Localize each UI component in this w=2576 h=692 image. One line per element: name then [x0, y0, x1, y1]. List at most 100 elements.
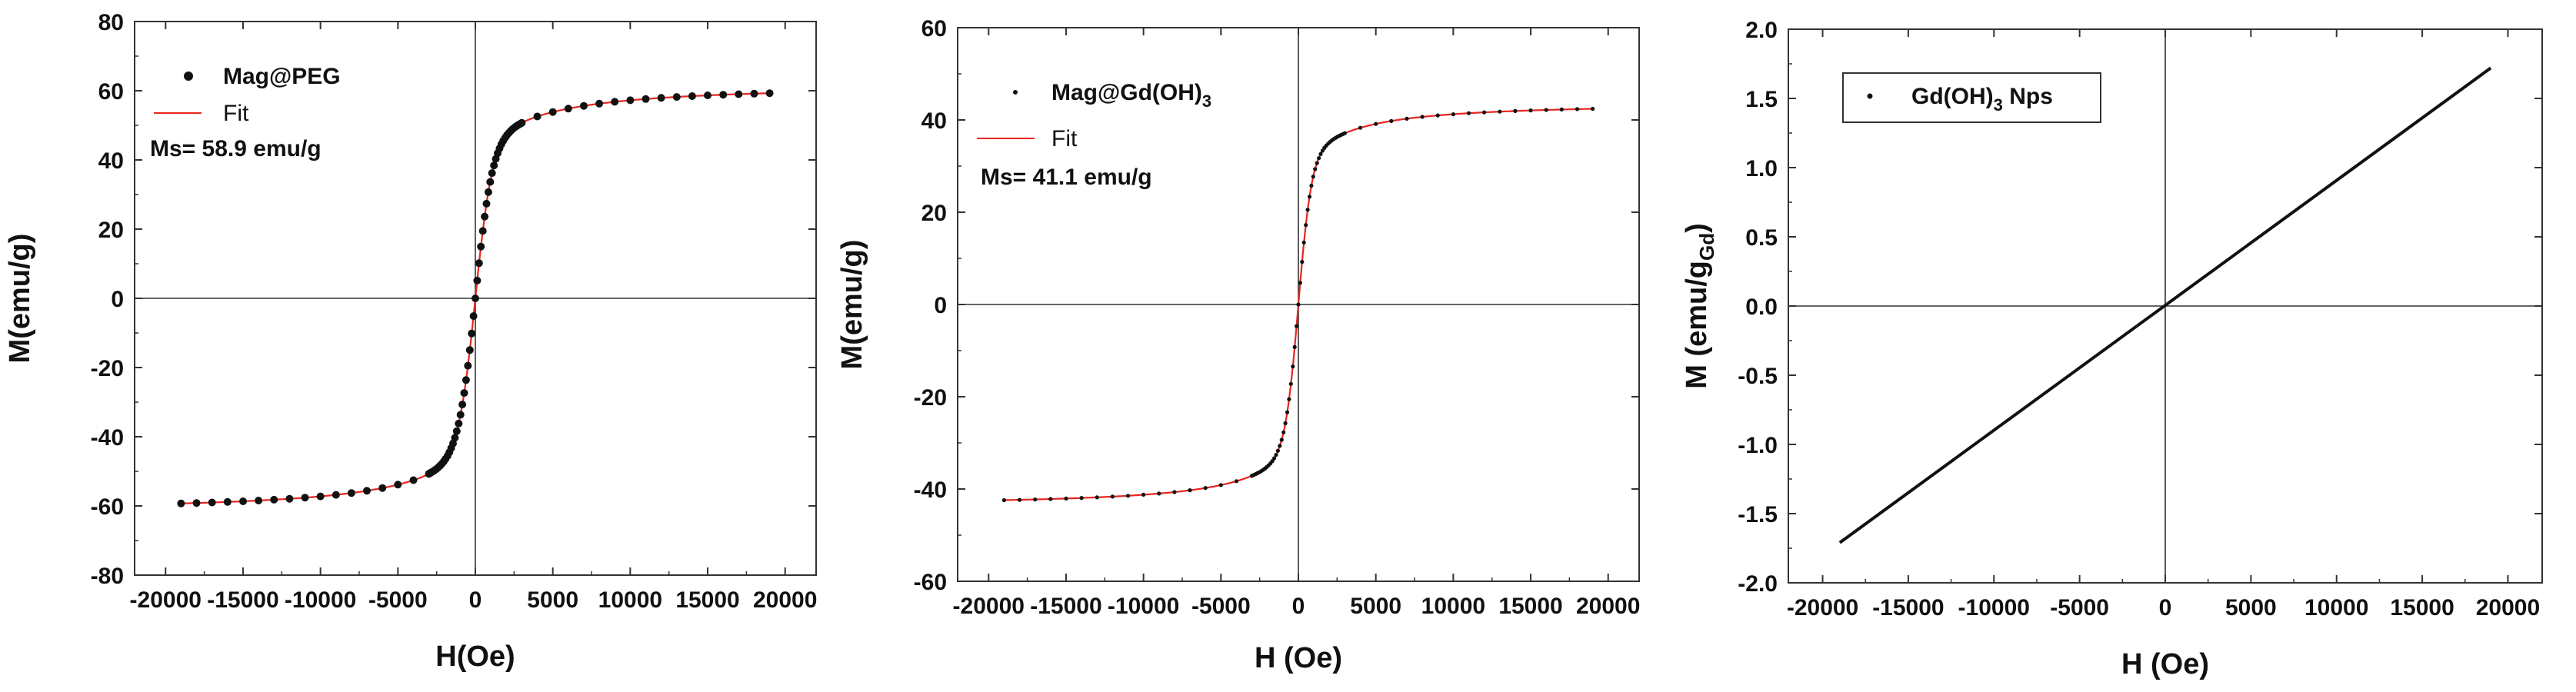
data-point — [533, 112, 542, 121]
data-point — [518, 118, 526, 127]
y-axis-title-main: M (emu/g — [1681, 261, 1713, 389]
data-point — [688, 92, 696, 100]
x-axis-title: H (Oe) — [1255, 642, 1342, 674]
x-tick-label: 10000 — [598, 587, 662, 613]
x-axis-title: H(Oe) — [435, 640, 515, 673]
y-axis-title-subscript: Gd — [1695, 233, 1718, 261]
panel-mag-gdoh3: -20000 -15000 -10000 -5000 0 5000 10000 15000 20… — [836, 16, 1640, 674]
y-axis-title: M(emu/g) — [836, 240, 868, 370]
y-axis-title: M(emu/g) — [4, 234, 36, 364]
x-tick-label: 20000 — [1576, 594, 1640, 619]
data-point — [750, 89, 758, 98]
data-point — [1295, 324, 1299, 328]
y-tick-label: 40 — [921, 108, 947, 134]
data-point — [1203, 486, 1208, 491]
y-tick-label: 0 — [934, 293, 947, 318]
x-tick-label: 10000 — [1421, 594, 1485, 619]
data-point — [481, 212, 489, 221]
data-point — [1278, 444, 1282, 448]
data-point — [1033, 497, 1038, 502]
data-point — [1141, 492, 1146, 497]
legend-label-rest: Nps — [2003, 84, 2053, 109]
data-point — [1095, 495, 1099, 500]
x-tick-label: 20000 — [753, 587, 817, 613]
y-tick-label: 2.0 — [1745, 18, 1778, 43]
data-point — [1296, 302, 1301, 307]
data-point — [1287, 397, 1291, 401]
data-point — [1279, 437, 1284, 442]
data-point — [301, 494, 309, 502]
data-point — [626, 96, 635, 105]
data-point — [1575, 107, 1580, 111]
legend-label-mag-gdoh3: Mag@Gd(OH)3 — [1051, 80, 1211, 111]
data-point — [409, 476, 418, 484]
data-point — [595, 99, 604, 108]
data-point — [1274, 453, 1278, 457]
x-tick-label: 5000 — [527, 587, 578, 613]
data-point — [1048, 497, 1053, 501]
data-point — [1559, 107, 1564, 111]
x-tick-label: -10000 — [1958, 595, 2030, 620]
data-point — [719, 91, 728, 99]
data-point — [475, 259, 483, 268]
data-point — [477, 242, 485, 251]
x-tick-label: 5000 — [1350, 594, 1401, 619]
y-tick-label: -20 — [914, 385, 947, 411]
data-point — [484, 188, 492, 196]
data-point — [394, 481, 402, 489]
data-point — [1285, 410, 1290, 414]
x-tick-label: 0 — [2159, 595, 2172, 620]
data-point — [486, 178, 495, 186]
data-point — [1291, 364, 1295, 369]
y-tick-label: -80 — [91, 564, 124, 589]
data-point — [1318, 151, 1323, 156]
y-tick-label: -2.0 — [1738, 571, 1778, 597]
legend-marker-data — [184, 72, 193, 81]
legend-marker-data — [1867, 93, 1873, 99]
data-point — [460, 389, 468, 398]
data-point — [1234, 479, 1239, 484]
data-point — [1218, 483, 1223, 487]
data-point — [208, 498, 216, 507]
legend-label-subscript: 3 — [1994, 95, 2003, 115]
legend-label-fit: Fit — [223, 101, 249, 126]
data-point — [456, 411, 465, 419]
data-point — [378, 484, 387, 492]
y-tick-label: -0.5 — [1738, 364, 1778, 389]
ms-annotation: Ms= 41.1 emu/g — [981, 165, 1152, 190]
data-point — [548, 108, 557, 116]
x-axis-title: H (Oe) — [2121, 648, 2209, 680]
data-point — [704, 91, 711, 99]
data-point — [1313, 167, 1318, 171]
data-point — [347, 489, 355, 497]
panel-mag-peg: -20000 -15000 -10000 -5000 0 5000 10000 15000 20… — [4, 10, 817, 673]
data-point — [478, 227, 487, 235]
x-tick-label: 15000 — [675, 587, 739, 613]
y-tick-label: 1.5 — [1745, 87, 1778, 112]
data-point — [1281, 430, 1286, 434]
x-tick-label: 15000 — [1498, 594, 1562, 619]
x-tick-label: 0 — [469, 587, 482, 613]
data-point — [1498, 109, 1502, 114]
data-point — [1292, 344, 1297, 349]
x-tick-label: -20000 — [953, 594, 1025, 619]
data-point — [1544, 108, 1548, 112]
y-tick-label: 0.5 — [1745, 225, 1778, 251]
data-point — [255, 497, 263, 504]
data-point — [472, 294, 479, 302]
x-tick-label: -5000 — [2050, 595, 2109, 620]
axis-ticks: -20000 -15000 -10000 -5000 0 5000 10000 15000 20… — [91, 10, 818, 613]
data-point — [468, 329, 476, 338]
data-point — [1305, 208, 1310, 212]
data-point — [1374, 121, 1378, 126]
x-tick-label: 20000 — [2476, 595, 2540, 620]
data-point — [363, 487, 371, 495]
data-point — [1017, 497, 1022, 502]
y-tick-label: 40 — [98, 148, 124, 174]
panel-gdoh3-nps: -20000 -15000 -10000 -5000 0 5000 10000 15000 20… — [1681, 18, 2543, 680]
y-tick-label: -40 — [91, 425, 124, 451]
data-point — [1001, 497, 1006, 503]
data-point — [1482, 110, 1487, 115]
data-point — [765, 89, 774, 98]
